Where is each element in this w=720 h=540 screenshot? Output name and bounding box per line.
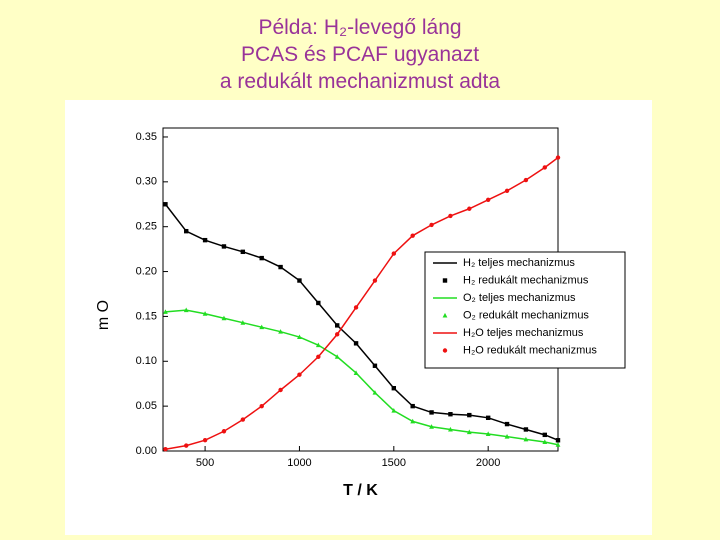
marker [442, 312, 448, 318]
marker [429, 424, 434, 429]
marker [259, 255, 264, 261]
marker [316, 354, 321, 359]
marker [410, 418, 416, 424]
marker [163, 447, 168, 452]
marker [442, 278, 448, 283]
title-line: a redukált mechanizmust adta [219, 70, 501, 93]
x-axis-label: T / K [343, 482, 378, 499]
y-tick-label: 0.15 [136, 310, 157, 322]
legend-label: H₂ redukált mechanizmus [463, 274, 589, 286]
marker [353, 341, 359, 346]
y-tick-label: 0.20 [136, 265, 157, 277]
marker [221, 429, 227, 434]
title-line: Példa: H₂-levegő láng [258, 16, 462, 39]
marker [467, 206, 472, 211]
marker [334, 354, 340, 359]
marker [429, 410, 434, 415]
marker [504, 188, 510, 194]
marker [485, 415, 491, 421]
marker [523, 427, 529, 432]
marker [297, 372, 302, 377]
marker [221, 244, 227, 249]
marker [555, 155, 561, 160]
marker [391, 385, 397, 391]
y-tick-label: 0.10 [136, 355, 157, 367]
y-tick-label: 0.35 [136, 131, 157, 143]
marker [240, 417, 246, 422]
y-tick-label: 0.05 [136, 400, 157, 412]
marker [240, 249, 246, 255]
legend-label: O₂ teljes mechanizmus [463, 292, 576, 304]
title-line: PCAS és PCAF ugyanazt [240, 43, 480, 66]
marker [429, 222, 434, 228]
marker [278, 387, 283, 393]
marker [202, 438, 208, 443]
marker [259, 403, 264, 409]
marker [391, 251, 397, 256]
slide-title: Példa: H₂-levegő láng PCAS és PCAF ugyana… [0, 14, 720, 95]
marker [163, 202, 168, 207]
marker [523, 177, 529, 183]
legend-label: H₂ teljes mechanizmus [463, 257, 575, 269]
marker [372, 390, 378, 395]
marker [183, 307, 189, 313]
marker [278, 329, 283, 334]
marker [391, 408, 397, 413]
x-tick-label: 2000 [476, 457, 500, 469]
marker [467, 412, 472, 418]
marker [334, 332, 340, 337]
marker [297, 334, 302, 340]
marker [372, 363, 378, 368]
series-line [165, 157, 559, 450]
marker [240, 320, 246, 325]
marker [448, 426, 453, 432]
marker [410, 233, 415, 238]
marker [316, 300, 321, 306]
x-tick-label: 1000 [287, 457, 311, 469]
y-tick-label: 0.00 [136, 445, 157, 457]
y-tick-label: 0.25 [136, 221, 157, 233]
marker [202, 311, 208, 316]
legend-label: H₂O teljes mechanizmus [463, 327, 584, 339]
legend-label: H₂O redukált mechanizmus [463, 344, 597, 356]
marker [410, 403, 415, 409]
marker [485, 431, 491, 436]
marker [334, 323, 340, 328]
marker [523, 436, 529, 442]
marker [202, 237, 208, 243]
marker [353, 370, 359, 375]
marker [372, 278, 378, 283]
legend-box [424, 251, 626, 369]
x-tick-label: 500 [196, 457, 214, 469]
marker [259, 324, 265, 330]
legend-label: O₂ redukált mechanizmus [463, 309, 589, 321]
marker [221, 315, 227, 321]
series-line [165, 309, 559, 446]
marker [542, 432, 547, 438]
marker [504, 421, 510, 427]
series-line [164, 203, 559, 441]
marker [485, 197, 491, 202]
marker [353, 305, 359, 310]
marker [542, 439, 548, 445]
marker [278, 264, 283, 270]
marker [448, 213, 453, 219]
y-tick-label: 0.30 [136, 176, 157, 188]
marker [504, 434, 510, 439]
x-tick-label: 1500 [382, 457, 406, 469]
marker [297, 278, 302, 283]
marker [466, 429, 472, 435]
marker [448, 412, 453, 417]
marker [555, 442, 561, 447]
marker [542, 165, 547, 170]
marker [315, 342, 321, 348]
marker [442, 348, 448, 353]
marker [555, 438, 561, 443]
marker [184, 443, 189, 448]
y-axis-label: m O [95, 300, 112, 330]
marker [184, 228, 189, 234]
marker [163, 309, 168, 314]
